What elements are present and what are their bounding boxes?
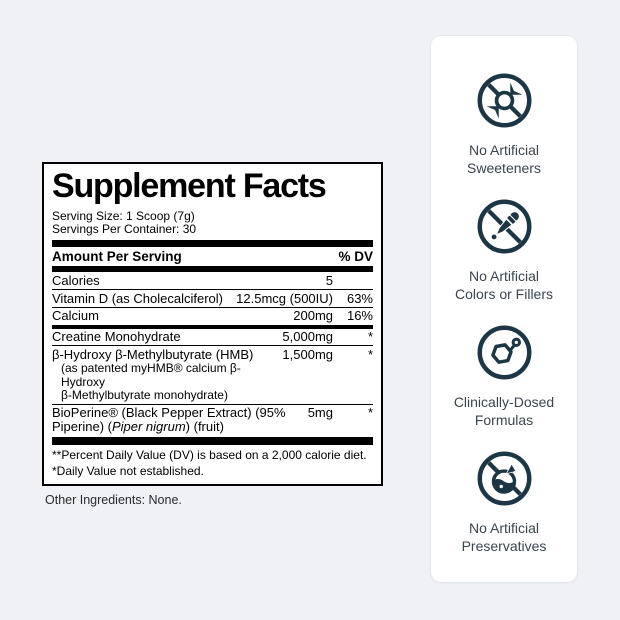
percent-dv-header: % DV bbox=[338, 249, 373, 265]
badge-no-artificial-sweeteners: No Artificial Sweeteners bbox=[437, 72, 571, 177]
nutrient-subtext: (as patented myHMB® calcium β-Hydroxy bbox=[61, 361, 241, 389]
nutrient-name-block: β-Hydroxy β-Methylbutyrate (HMB) (as pat… bbox=[52, 346, 282, 403]
nutrient-amount: 12.5mcg (500IU) bbox=[236, 290, 333, 306]
table-row-calcium: Calcium 200mg 16% bbox=[52, 308, 373, 329]
nutrient-name: Creatine Monohydrate bbox=[52, 329, 181, 345]
nutrient-name-line2: Piperine) (Piper nigrum) (fruit) bbox=[52, 419, 224, 435]
supplement-facts-section: Supplement Facts Serving Size: 1 Scoop (… bbox=[42, 162, 383, 507]
footnotes: **Percent Daily Value (DV) is based on a… bbox=[52, 448, 373, 480]
nutrient-dv: 63% bbox=[346, 290, 373, 306]
table-row-hmb: β-Hydroxy β-Methylbutyrate (HMB) (as pat… bbox=[52, 346, 373, 405]
divider-bar-medium bbox=[52, 266, 373, 273]
badge-no-artificial-preservatives: No Artificial Preservatives bbox=[437, 450, 571, 555]
nutrient-name: BioPerine® (Black Pepper Extract) (95% bbox=[52, 405, 286, 421]
nutrient-amount: 200mg bbox=[293, 308, 333, 324]
nutrient-dv: * bbox=[367, 329, 373, 345]
nutrient-amount: 5,000mg bbox=[282, 329, 333, 345]
other-ingredients: Other Ingredients: None. bbox=[45, 493, 182, 508]
table-row-vitamin-d: Vitamin D (as Cholecalciferol) 12.5mcg (… bbox=[52, 290, 373, 308]
supplement-facts-panel: Supplement Facts Serving Size: 1 Scoop (… bbox=[42, 162, 383, 487]
footnote-daily-value: *Daily Value not established. bbox=[52, 463, 204, 478]
no-artificial-sweeteners-icon bbox=[477, 73, 531, 128]
footnote-percent-dv: **Percent Daily Value (DV) is based on a… bbox=[52, 447, 367, 462]
nutrient-dv: 16% bbox=[346, 308, 373, 324]
divider-bar-bottom bbox=[52, 436, 373, 445]
nutrient-amount: 5mg bbox=[307, 405, 333, 421]
badge-clinically-dosed: Clinically-Dosed Formulas bbox=[437, 324, 571, 429]
nutrient-name: Calories bbox=[52, 272, 100, 288]
nutrient-dv: * bbox=[367, 405, 373, 421]
nutrient-dv: * bbox=[367, 346, 373, 362]
clinically-dosed-molecule-icon bbox=[477, 325, 531, 380]
no-artificial-preservatives-icon bbox=[477, 451, 531, 506]
nutrient-name: Calcium bbox=[52, 308, 99, 324]
table-header-row: Amount Per Serving % DV bbox=[52, 247, 373, 266]
table-row-bioperine: BioPerine® (Black Pepper Extract) (95% P… bbox=[52, 405, 373, 437]
divider-bar-thick bbox=[52, 240, 373, 248]
badge-no-artificial-colors: No Artificial Colors or Fillers bbox=[437, 198, 571, 303]
table-row-creatine: Creatine Monohydrate 5,000mg * bbox=[52, 329, 373, 347]
nutrient-name-block: BioPerine® (Black Pepper Extract) (95% P… bbox=[52, 405, 308, 435]
nutrient-amount: 1,500mg bbox=[282, 346, 333, 362]
no-artificial-colors-icon bbox=[477, 199, 531, 254]
badge-label: No Artificial Colors or Fillers bbox=[454, 268, 553, 302]
badge-label: No Artificial Sweeteners bbox=[467, 142, 541, 176]
benefits-card: No Artificial Sweeteners No Artificial C… bbox=[431, 36, 577, 582]
nutrient-name: β-Hydroxy β-Methylbutyrate (HMB) bbox=[52, 346, 254, 362]
table-row-calories: Calories 5 bbox=[52, 272, 373, 291]
supplement-facts-title: Supplement Facts bbox=[52, 167, 327, 205]
nutrient-name: Vitamin D (as Cholecalciferol) bbox=[52, 290, 223, 306]
badge-label: No Artificial Preservatives bbox=[461, 520, 547, 554]
servings-per-container: Servings Per Container: 30 bbox=[52, 222, 197, 237]
amount-per-serving-header: Amount Per Serving bbox=[52, 249, 182, 265]
badge-label: Clinically-Dosed Formulas bbox=[453, 394, 555, 428]
serving-size: Serving Size: 1 Scoop (7g) bbox=[52, 208, 195, 223]
latin-name: Piper nigrum bbox=[111, 419, 186, 435]
nutrient-subtext: β-Methylbutyrate monohydrate) bbox=[61, 388, 228, 403]
nutrient-amount: 5 bbox=[325, 272, 333, 288]
